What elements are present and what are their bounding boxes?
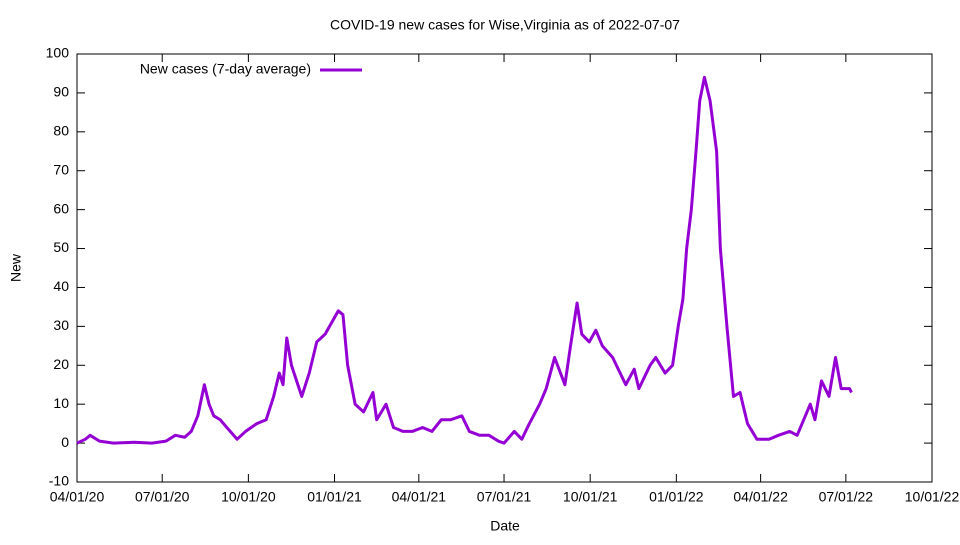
x-tick-label: 04/01/20: [50, 489, 105, 505]
x-tick-label: 07/01/21: [477, 489, 532, 505]
y-tick-label: 40: [53, 278, 69, 294]
y-tick-label: 50: [53, 239, 69, 255]
x-tick-label: 01/01/22: [649, 489, 704, 505]
x-tick-label: 10/01/21: [563, 489, 618, 505]
chart-title: COVID-19 new cases for Wise,Virginia as …: [330, 17, 680, 33]
x-tick-label: 01/01/21: [307, 489, 362, 505]
y-tick-label: 70: [53, 161, 69, 177]
y-tick-label: 0: [61, 434, 69, 450]
x-tick-label: 07/01/22: [819, 489, 874, 505]
y-tick-label: 100: [46, 45, 70, 61]
y-tick-label: 60: [53, 200, 69, 216]
y-tick-label: 90: [53, 84, 69, 100]
data-line: [76, 75, 853, 445]
y-tick-label: 30: [53, 317, 69, 333]
x-tick-label: 07/01/20: [135, 489, 190, 505]
y-tick-label: -10: [49, 473, 69, 489]
legend-label: New cases (7-day average): [140, 61, 311, 77]
y-tick-label: 10: [53, 395, 69, 411]
x-tick-label: 10/01/22: [905, 489, 960, 505]
y-axis-label: New: [8, 253, 24, 282]
x-tick-label: 10/01/20: [221, 489, 276, 505]
y-tick-label: 80: [53, 123, 69, 139]
y-tick-label: 20: [53, 356, 69, 372]
x-axis-label: Date: [490, 518, 520, 534]
x-tick-label: 04/01/21: [392, 489, 447, 505]
x-tick-label: 04/01/22: [733, 489, 788, 505]
